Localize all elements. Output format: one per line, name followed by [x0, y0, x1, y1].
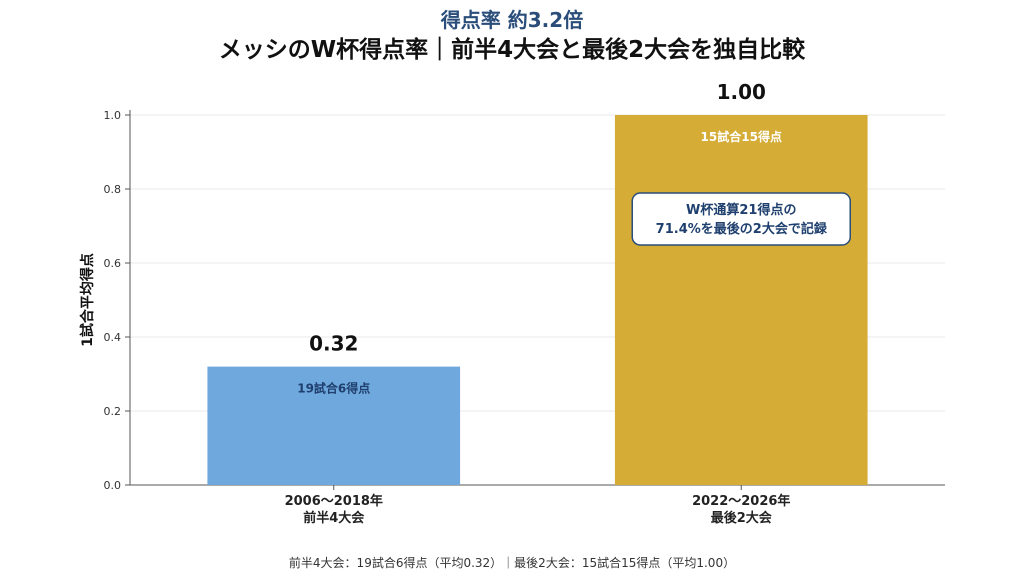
y-tick-label: 0.6	[104, 257, 122, 270]
bar-value-label: 1.00	[717, 80, 766, 104]
bar-inner-label: 15試合15得点	[701, 129, 782, 144]
bar	[614, 115, 868, 485]
x-tick-label: 最後2大会	[711, 510, 773, 526]
bar	[207, 366, 461, 485]
bar-value-label: 0.32	[309, 332, 358, 356]
y-tick-label: 1.0	[104, 109, 122, 122]
y-tick-label: 0.8	[104, 183, 122, 196]
x-tick-label: 2022〜2026年	[692, 493, 790, 509]
bar-inner-label: 19試合6得点	[297, 381, 370, 396]
annotation-text: 71.4%を最後の2大会で記録	[656, 221, 828, 237]
annotation-box	[631, 192, 851, 246]
annotation-text: W杯通算21得点の	[686, 202, 796, 218]
y-tick-label: 0.4	[104, 331, 122, 344]
y-axis-label: 1試合平均得点	[79, 253, 96, 347]
chart-title: メッシのW杯得点率｜前半4大会と最後2大会を独自比較	[218, 37, 806, 63]
y-tick-label: 0.0	[104, 479, 122, 492]
chart-subtitle: 得点率 約3.2倍	[440, 8, 584, 32]
x-tick-label: 前半4大会	[303, 510, 365, 526]
y-tick-label: 0.2	[104, 405, 122, 418]
x-tick-label: 2006〜2018年	[285, 493, 383, 509]
chart-footer-note: 前半4大会：19試合6得点（平均0.32）｜最後2大会：15試合15得点（平均1…	[288, 556, 736, 570]
